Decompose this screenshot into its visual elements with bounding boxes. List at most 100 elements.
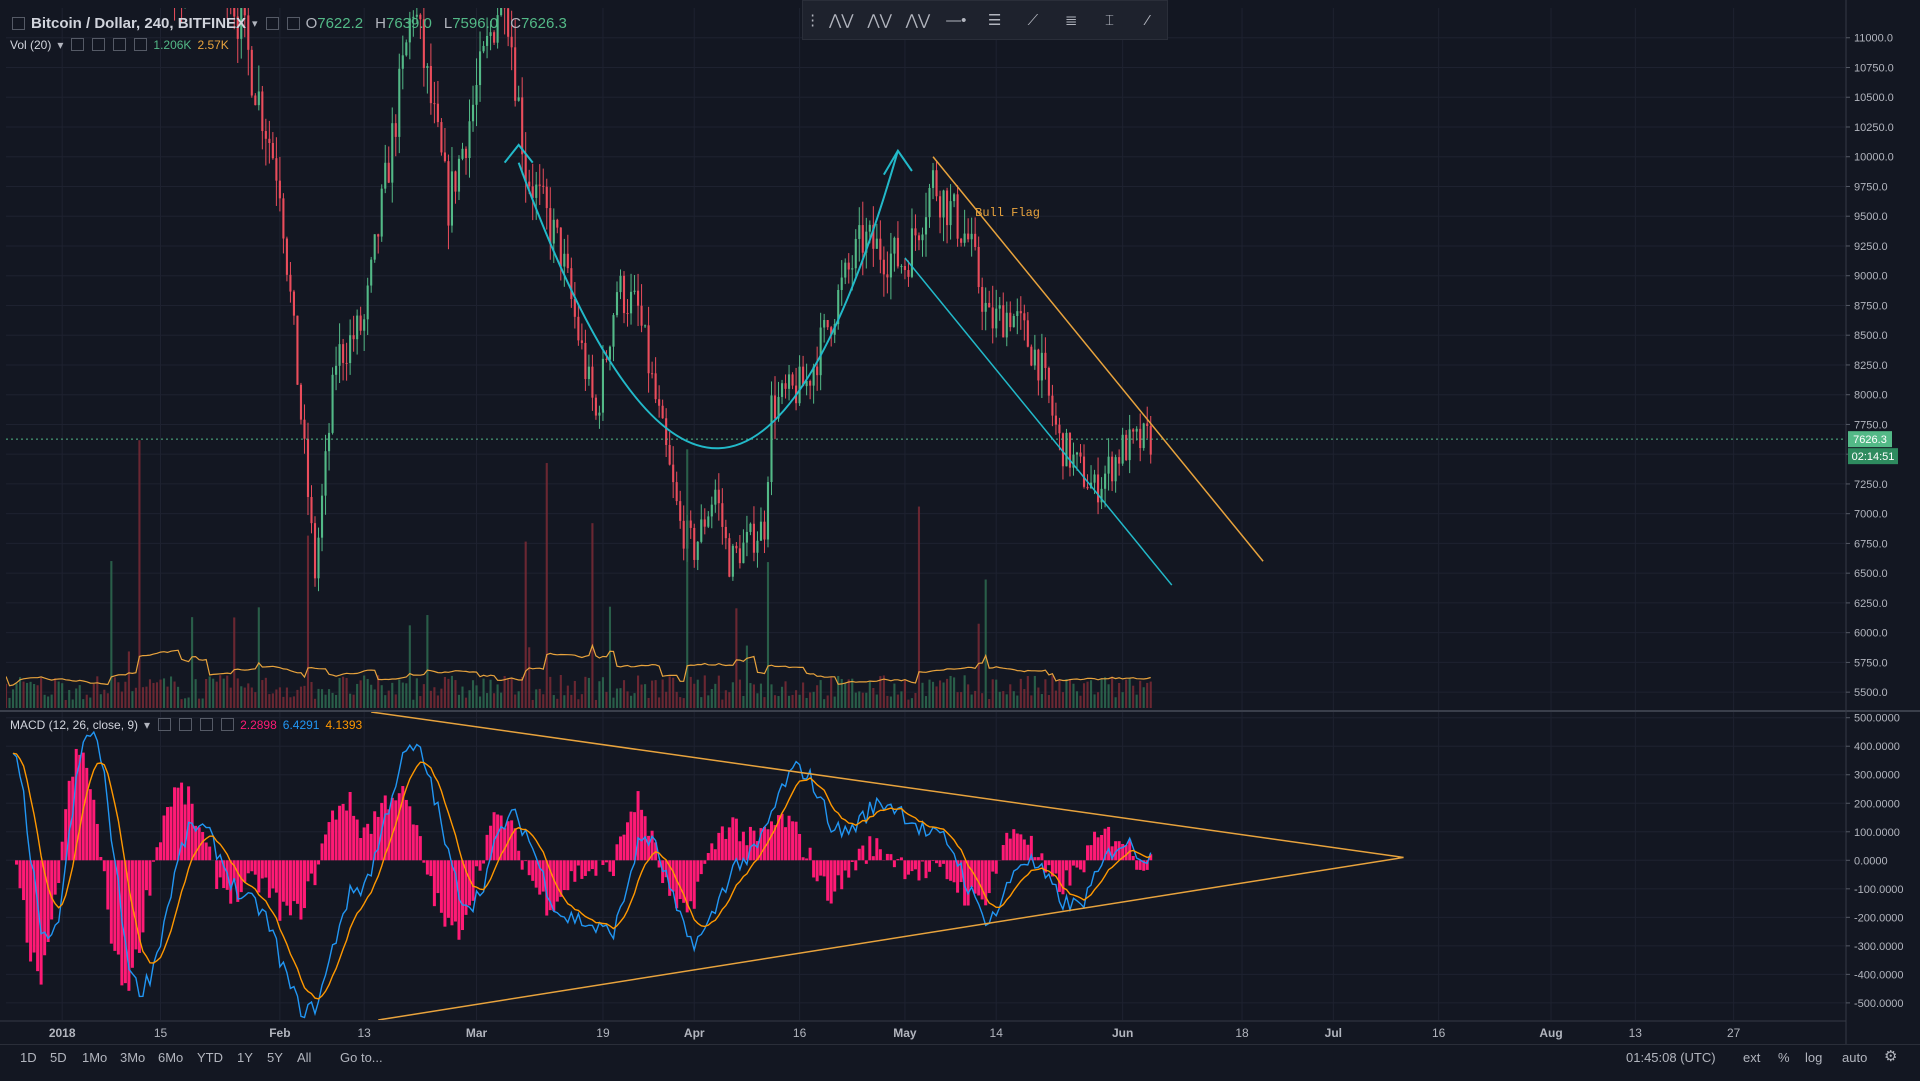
macd-histogram-bar xyxy=(1047,860,1050,865)
volume-bar xyxy=(465,698,467,708)
macd-histogram-bar xyxy=(479,860,482,870)
close-icon[interactable] xyxy=(221,718,234,731)
macd-histogram-bar xyxy=(1079,860,1082,869)
macd-histogram-bar xyxy=(517,851,520,861)
scale-option-log[interactable]: log xyxy=(1805,1050,1822,1065)
volume-bar xyxy=(1062,692,1064,708)
chevron-down-icon[interactable]: ▾ xyxy=(57,38,63,52)
chevron-down-icon[interactable]: ▾ xyxy=(252,17,258,30)
volume-bar xyxy=(500,693,502,708)
scale-option-percent[interactable]: % xyxy=(1778,1050,1790,1065)
macd-title[interactable]: MACD (12, 26, close, 9) xyxy=(10,718,138,732)
volume-bar xyxy=(532,700,534,708)
macd-histogram-bar xyxy=(738,841,741,860)
range-button-5y[interactable]: 5Y xyxy=(267,1050,283,1065)
range-button-1y[interactable]: 1Y xyxy=(237,1050,253,1065)
collapse-icon[interactable] xyxy=(12,17,25,30)
time-tick-label: 13 xyxy=(1629,1026,1643,1040)
trend-line-icon[interactable]: ⁄ xyxy=(1129,12,1167,29)
volume-bar xyxy=(999,692,1001,708)
plus-icon[interactable] xyxy=(113,38,126,51)
macd-histogram-bar xyxy=(422,860,425,862)
price-tick-label: 6250.0 xyxy=(1854,598,1888,610)
candle-body xyxy=(528,182,530,187)
close-icon[interactable] xyxy=(134,38,147,51)
macd-histogram-bar xyxy=(556,860,559,901)
range-button-all[interactable]: All xyxy=(297,1050,311,1065)
symbol-title[interactable]: Bitcoin / Dollar, 240, BITFINEX xyxy=(31,15,246,32)
volume-bar xyxy=(781,687,783,708)
range-button-1mo[interactable]: 1Mo xyxy=(82,1050,107,1065)
macd-histogram-bar xyxy=(844,860,847,870)
candle-body xyxy=(230,3,232,5)
volume-bar xyxy=(128,651,130,708)
macd-histogram-bar xyxy=(872,856,875,860)
range-button-3mo[interactable]: 3Mo xyxy=(120,1050,145,1065)
plus-icon[interactable] xyxy=(200,718,213,731)
macd-histogram-bar xyxy=(707,853,710,860)
brush-icon[interactable]: ⟋ xyxy=(1014,12,1052,29)
macd-histogram-bar xyxy=(1068,860,1071,885)
volume-bar xyxy=(131,691,133,708)
macd-histogram-bar xyxy=(826,860,829,900)
settings-icon[interactable] xyxy=(179,718,192,731)
fib-fan-icon[interactable]: ≣ xyxy=(1052,11,1090,29)
candle-body xyxy=(925,217,927,234)
volume-title[interactable]: Vol (20) xyxy=(10,38,51,52)
macd-histogram-bar xyxy=(50,860,53,919)
macd-histogram-bar xyxy=(903,860,906,879)
chevron-down-icon[interactable]: ▾ xyxy=(144,718,150,732)
volume-bar xyxy=(553,695,555,708)
macd-histogram-bar xyxy=(412,824,415,860)
candle-body xyxy=(728,538,730,577)
volume-bar xyxy=(58,681,60,708)
candle-body xyxy=(904,266,906,270)
range-button-6mo[interactable]: 6Mo xyxy=(158,1050,183,1065)
eye-icon[interactable] xyxy=(266,17,279,30)
scale-option-auto[interactable]: auto xyxy=(1842,1050,1867,1065)
date-range-icon[interactable]: ⌶ xyxy=(1090,12,1128,29)
horizontal-ray-icon[interactable]: —• xyxy=(937,12,975,29)
eye-icon[interactable] xyxy=(71,38,84,51)
abcd-pattern-icon[interactable]: ⋀⋁ xyxy=(822,11,860,29)
settings-icon[interactable] xyxy=(92,38,105,51)
eye-icon[interactable] xyxy=(158,718,171,731)
macd-histogram-bar xyxy=(152,860,155,861)
volume-bar xyxy=(648,698,650,708)
volume-bar xyxy=(454,680,456,708)
macd-histogram-bar xyxy=(426,860,429,874)
range-button-ytd[interactable]: YTD xyxy=(197,1050,223,1065)
parallel-channel-icon[interactable]: ☰ xyxy=(975,11,1013,29)
macd-histogram-bar xyxy=(447,860,450,918)
goto-date-button[interactable]: Go to... xyxy=(340,1050,383,1065)
macd-histogram-bar xyxy=(1100,835,1103,860)
scale-option-ext[interactable]: ext xyxy=(1743,1050,1760,1065)
volume-bar xyxy=(335,695,337,708)
settings-icon[interactable]: ⚙ xyxy=(1884,1047,1897,1065)
macd-histogram-bar xyxy=(271,860,274,888)
volume-bar xyxy=(679,697,681,708)
volume-bar xyxy=(486,693,488,708)
macd-histogram-bar xyxy=(805,858,808,860)
volume-bar xyxy=(117,682,119,708)
macd-histogram-bar xyxy=(900,857,903,860)
macd-histogram-bar xyxy=(328,822,331,860)
drag-handle-icon[interactable]: ⋮ xyxy=(803,11,822,29)
cycle-pattern-icon[interactable]: ⋀⋁ xyxy=(899,11,937,29)
elliott-wave-icon[interactable]: ⋀⋁ xyxy=(860,11,898,29)
volume-bar xyxy=(219,675,221,708)
volume-bar xyxy=(384,695,386,708)
candles xyxy=(5,0,1152,591)
macd-histogram-bar xyxy=(159,842,162,860)
volume-bar xyxy=(971,695,973,708)
macd-histogram-bar xyxy=(198,827,201,860)
candle-body xyxy=(978,247,980,287)
settings-icon[interactable] xyxy=(287,17,300,30)
volume-bar xyxy=(837,676,839,708)
range-button-5d[interactable]: 5D xyxy=(50,1050,67,1065)
range-button-1d[interactable]: 1D xyxy=(20,1050,37,1065)
volume-bar xyxy=(437,695,439,708)
volume-bar xyxy=(430,691,432,708)
volume-bar xyxy=(293,696,295,708)
